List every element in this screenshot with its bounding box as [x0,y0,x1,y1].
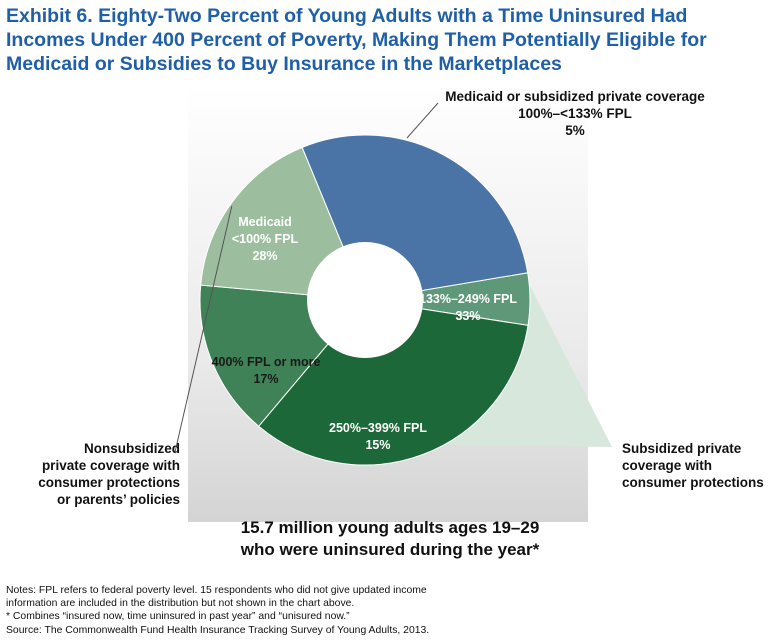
callout-left-line-3: consumer protections [38,475,180,490]
slices-layer [199,134,531,466]
caption-line-2: who were uninsured during the year* [240,540,540,559]
notes-line-3: * Combines “insured now, time uninsured … [6,611,350,623]
chart-caption: 15.7 million young adults ages 19–29 who… [140,517,640,561]
callout-left-line-4: or parents’ policies [56,492,180,507]
callout-right-line-1: Subsidized private [622,441,742,456]
callout-top-line-1: Medicaid or subsidized private coverage [445,89,705,104]
label-medicaid: Medicaid <100% FPL 28% [232,215,299,263]
label-250-399: 250%–399% FPL 15% [329,421,427,452]
callout-left-line-1: Nonsubsidized [83,441,180,456]
label-133-249: 133%–249% FPL 33% [419,292,517,323]
label-250-399-line-2: 15% [365,438,390,452]
notes-line-4: Source: The Commonwealth Fund Health Ins… [6,624,430,636]
callout-left-line-2: private coverage with [41,458,180,473]
label-133-249-line-1: 133%–249% FPL [419,292,517,306]
leaders-layer [174,102,439,453]
callout-top-line-3: 5% [565,123,585,138]
slice-133-249 [257,299,529,466]
label-400-plus: 400% FPL or more 17% [212,355,321,386]
callout-right-line-3: consumer protections [622,475,764,490]
callout-right-line-2: coverage with [622,458,713,473]
label-medicaid-line-3: 28% [252,249,277,263]
leader-line-left [174,205,233,453]
label-400-plus-line-2: 17% [253,372,278,386]
callout-top: Medicaid or subsidized private coverage … [410,88,740,139]
leader-line-top [406,102,439,139]
notes: Notes: FPL refers to federal poverty lev… [6,584,566,637]
caption-line-1: 15.7 million young adults ages 19–29 [240,518,540,537]
donut-hole [307,242,423,358]
chart-title: Exhibit 6. Eighty-Two Percent of Young A… [6,5,707,75]
label-medicaid-line-1: Medicaid [238,215,292,229]
label-medicaid-line-2: <100% FPL [232,232,299,246]
label-250-399-line-1: 250%–399% FPL [329,421,427,435]
labels-layer: Medicaid <100% FPL 28% 133%–249% FPL 33% 250%… [212,215,518,452]
label-133-249-line-2: 33% [455,309,480,323]
notes-line-1: Notes: FPL refers to federal poverty lev… [6,585,427,596]
label-400-plus-line-1: 400% FPL or more [212,355,321,369]
callout-left: Nonsubsidized private coverage with cons… [10,440,180,508]
callout-top-line-2: 100%–<133% FPL [518,106,632,121]
notes-line-2: information are included in the distribu… [6,598,355,610]
callout-right: Subsidized private coverage with consume… [622,440,772,491]
